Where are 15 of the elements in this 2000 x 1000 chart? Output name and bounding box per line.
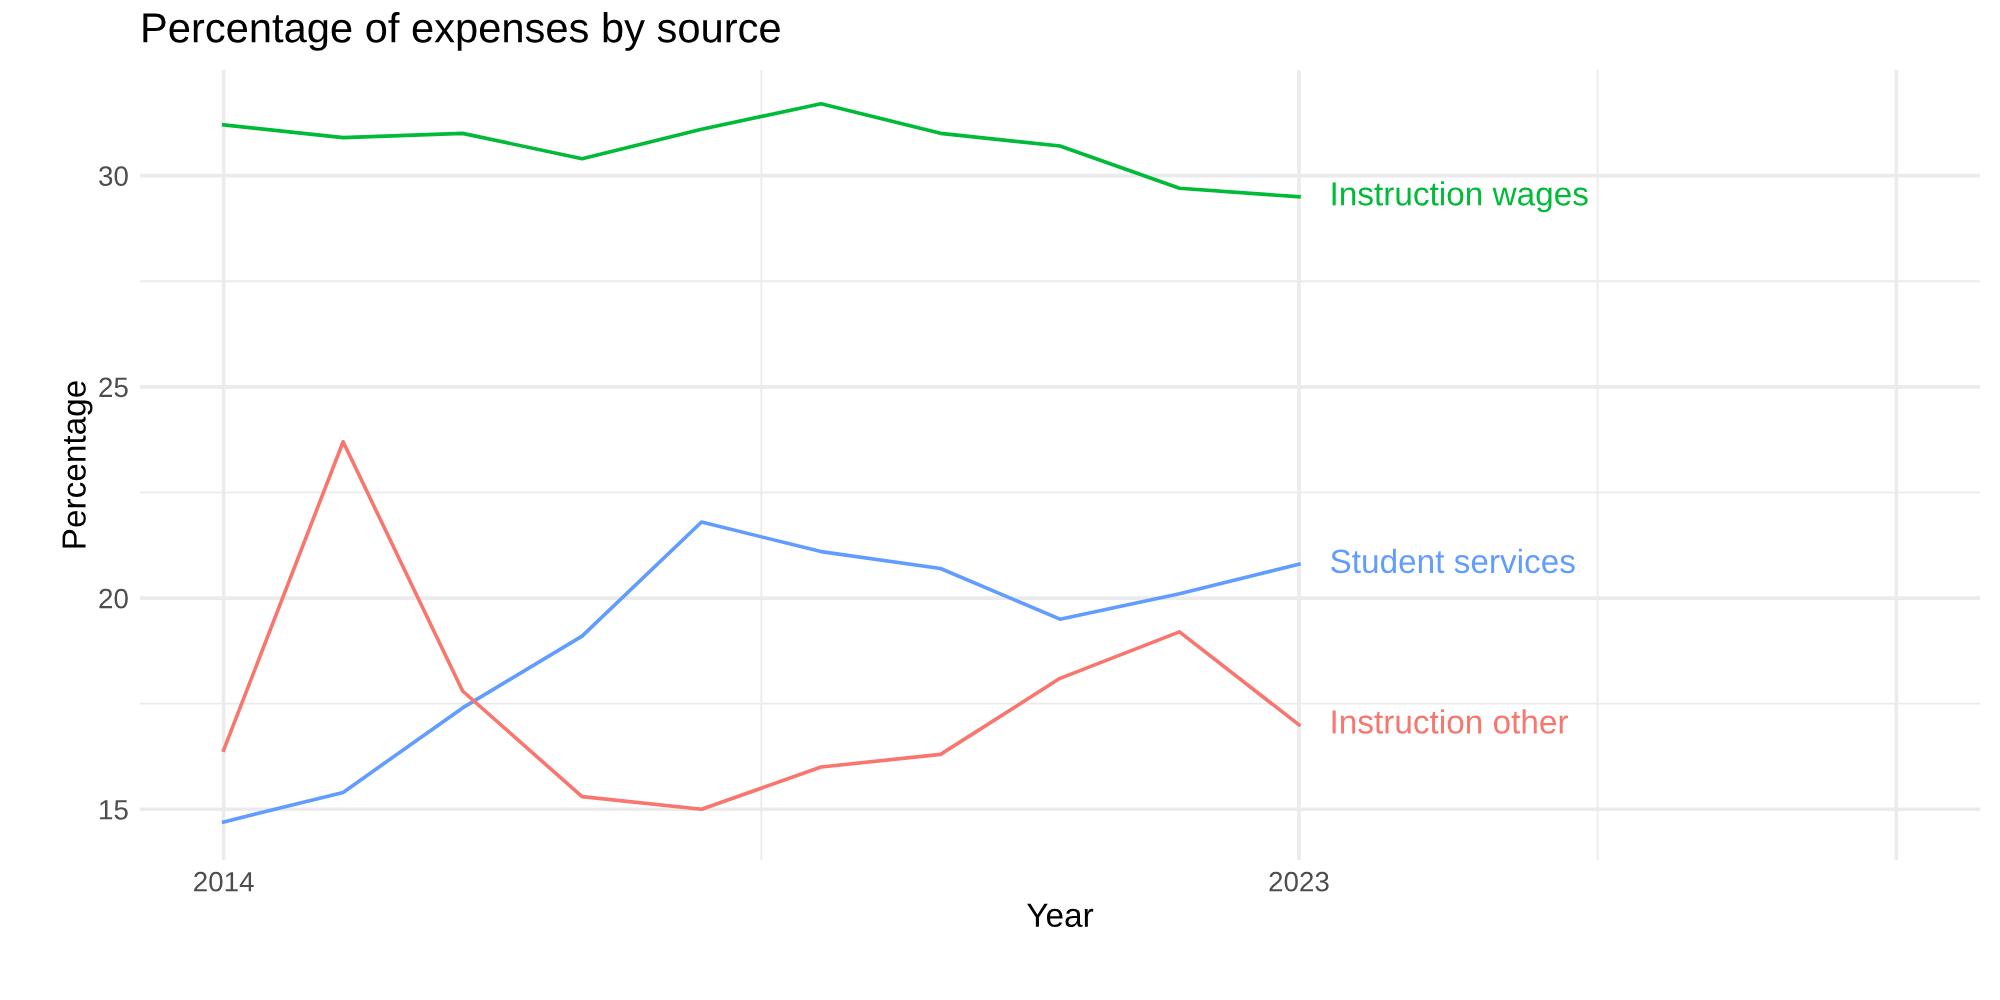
y-tick-label: 25 [99,377,128,398]
y-axis-title: Percentage [62,381,93,548]
x-axis-title: Year [1027,903,1094,928]
x-tick-label: 2014 [194,871,254,892]
series-label: Instruction wages [1332,181,1588,213]
line-series [221,101,1301,199]
line-series [221,439,1301,812]
y-tick-label: 15 [100,800,128,820]
line-series [221,520,1301,824]
series-label: Instruction other [1332,709,1568,734]
series-label: Student services [1331,548,1575,574]
y-tick-label: 20 [99,588,128,609]
x-tick-label: 2023 [1269,871,1329,892]
y-tick-label: 30 [99,166,128,186]
chart-title: Percentage of expenses by source [143,12,780,51]
